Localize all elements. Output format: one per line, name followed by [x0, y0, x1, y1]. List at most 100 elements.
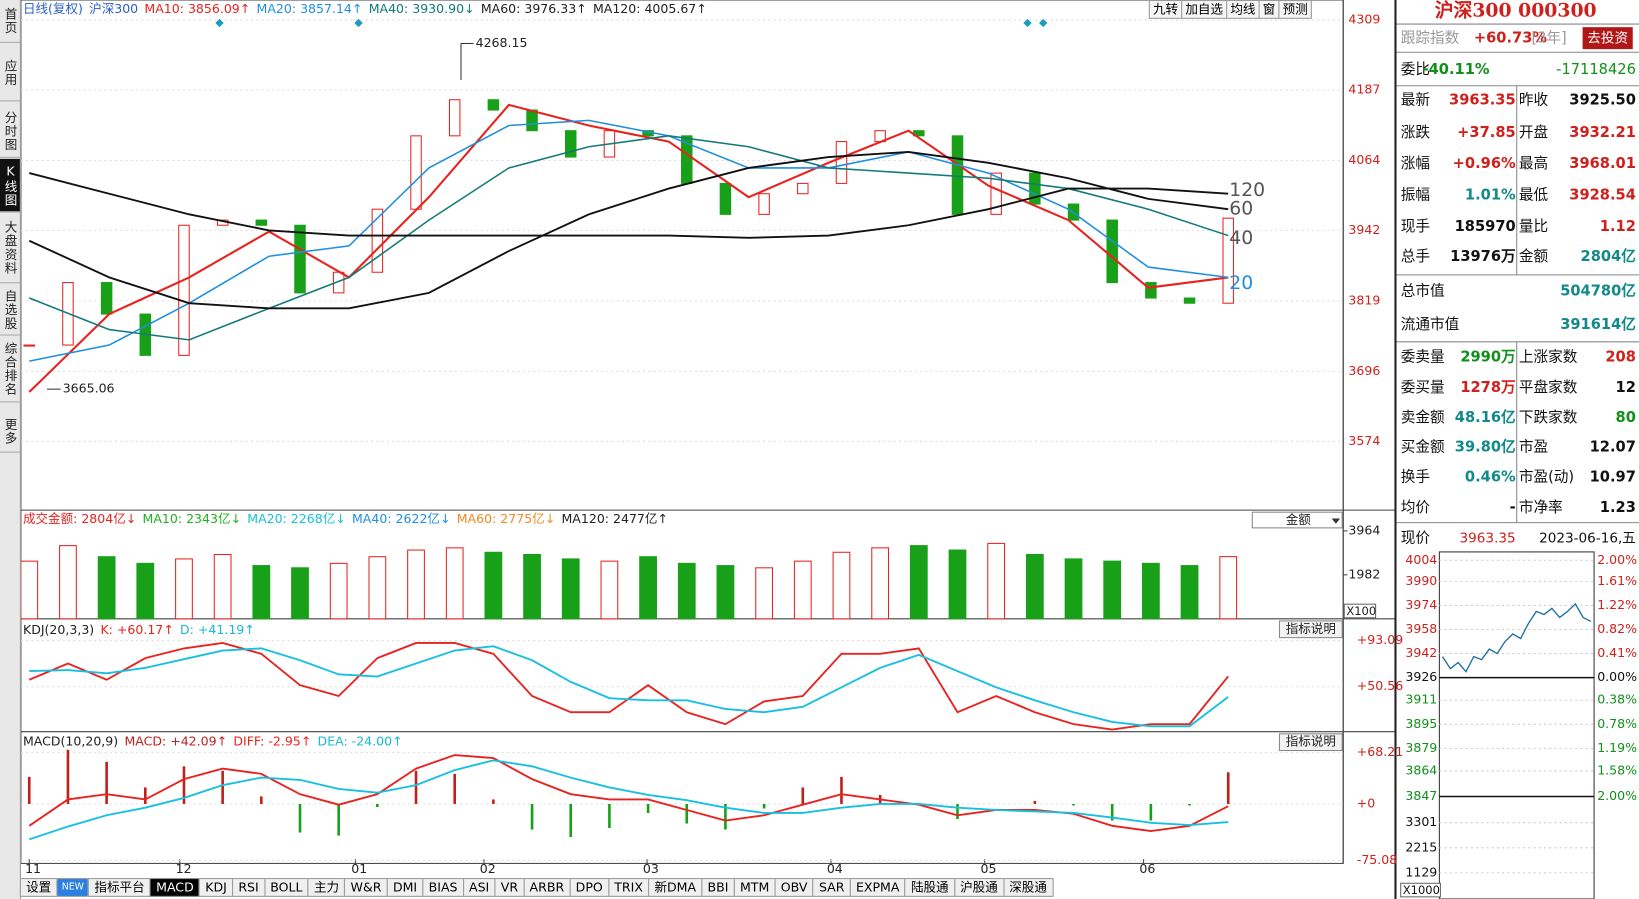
y-tick-label: +93.09 [1357, 632, 1403, 647]
invest-button-label: 去投资 [1587, 31, 1628, 47]
mini-y-label: 3864 [1405, 762, 1437, 777]
mini-y-label: 3911 [1405, 692, 1437, 707]
toolbar-button[interactable]: 均线 [1226, 0, 1260, 19]
volume-bar [1141, 562, 1160, 620]
mini-pct-label: 0.41% [1597, 645, 1637, 660]
indicator-help-button[interactable] [1278, 620, 1343, 639]
ma-end-label: 60 [1229, 199, 1253, 220]
quote-label: 买金额 [1401, 438, 1445, 455]
legend-item: MA20: 3857.14↑ [257, 1, 363, 16]
tab[interactable]: SAR [812, 878, 851, 897]
tab[interactable]: 设置 [19, 878, 58, 897]
volume-bar [1180, 565, 1199, 620]
tab[interactable]: 陆股通 [904, 878, 955, 897]
tab[interactable]: BBI [701, 878, 735, 897]
tab[interactable]: EXPMA [849, 878, 906, 897]
quote-value: 80 [1616, 409, 1636, 426]
volume-bar [252, 565, 271, 620]
tab[interactable]: OBV [774, 878, 814, 897]
candle [410, 135, 422, 210]
tab[interactable]: BIAS [422, 878, 464, 897]
quote-value: 1.23 [1600, 499, 1636, 516]
quote-value: - [1510, 499, 1516, 516]
tab[interactable]: MACD [149, 878, 201, 897]
price-date: 2023-06-16,五 [1539, 530, 1636, 546]
mini-y-label: 4004 [1405, 552, 1437, 567]
quote-label: 最低 [1519, 186, 1549, 203]
tab[interactable]: MTM [733, 878, 776, 897]
x-tick-label: 01 [351, 861, 367, 876]
quote-label: 总手 [1401, 248, 1430, 265]
sidebar-item[interactable]: 大盘资料 [0, 213, 20, 284]
tab[interactable]: 新DMA [648, 878, 703, 897]
volume-bar [832, 551, 851, 620]
quote-value: 2990万 [1460, 348, 1516, 365]
toolbar-button[interactable]: 九转 [1148, 0, 1183, 19]
toolbar-button[interactable]: 预测 [1278, 0, 1312, 19]
quote-label: 委卖量 [1401, 348, 1445, 365]
quote-label: 现手 [1401, 218, 1430, 235]
quote-label: 下跌家数 [1519, 409, 1578, 426]
quote-label: 委比 [1401, 61, 1430, 78]
d-line [29, 645, 1229, 728]
volume-bar [639, 556, 657, 620]
tab[interactable]: 指标平台 [88, 878, 151, 897]
sidebar-item[interactable]: 应用 [0, 46, 20, 102]
tab[interactable]: ASI [462, 878, 496, 897]
sidebar-item[interactable]: 分时图 [0, 105, 20, 158]
quote-label: 市净率 [1519, 499, 1563, 516]
quote-label: 涨幅 [1401, 155, 1430, 172]
tab[interactable]: ARBR [523, 878, 571, 897]
tab[interactable]: 主力 [307, 878, 346, 897]
ma-line [28, 103, 1229, 393]
quote-label: 均价 [1401, 499, 1431, 516]
y-tick-label: +0 [1357, 795, 1375, 810]
tab[interactable]: TRIX [607, 878, 650, 897]
tab[interactable]: BOLL [263, 878, 309, 897]
legend-item: MA10: 2343亿↓ [143, 511, 241, 526]
ma-line [29, 119, 1229, 362]
x-tick-label: 02 [480, 861, 496, 876]
sidebar-item[interactable]: K线图 [0, 158, 20, 213]
tab[interactable]: NEW [56, 878, 90, 897]
tab[interactable]: W&R [344, 878, 388, 897]
tab[interactable]: DPO [569, 878, 610, 897]
tab[interactable]: RSI [232, 878, 265, 897]
toolbar-button[interactable]: 加自选 [1181, 0, 1228, 19]
quote-label: 振幅 [1401, 186, 1430, 203]
low-annotation: 3665.06 [63, 381, 115, 396]
volume-bar [1219, 556, 1238, 620]
indicator-help-button[interactable] [1278, 733, 1343, 752]
sidebar-item[interactable]: 首页 [0, 0, 20, 43]
volume-bar [871, 547, 890, 620]
candle [1222, 217, 1234, 304]
invest-button[interactable] [1582, 27, 1633, 50]
candle [1183, 297, 1196, 304]
mini-pct-label: 0.00% [1597, 669, 1637, 684]
mini-pct-label: 1.58% [1597, 762, 1637, 777]
candle [448, 99, 461, 137]
quote-value: 39.80亿 [1455, 437, 1516, 455]
quote-value: 208 [1605, 348, 1636, 365]
legend-item: DIFF: -2.95↑ [233, 734, 311, 749]
sidebar-item[interactable]: 更多 [0, 412, 20, 453]
sidebar-item[interactable]: 综合排名 [0, 337, 20, 403]
toolbar-button[interactable]: 窗 [1258, 0, 1280, 19]
quote-value: 391614亿 [1560, 315, 1636, 333]
tab[interactable]: KDJ [198, 878, 234, 897]
y-tick-label: 4187 [1348, 81, 1380, 96]
candle [178, 224, 190, 356]
dropdown-arrow [1331, 518, 1341, 524]
ma-line [28, 150, 1229, 310]
tab[interactable]: 沪股通 [953, 878, 1005, 897]
quote-value: 1278万 [1460, 379, 1516, 396]
tab[interactable]: DMI [386, 878, 424, 897]
mini-pct-label: 2.00% [1597, 552, 1637, 567]
tab[interactable]: VR [494, 878, 525, 897]
sidebar-item[interactable]: 自选股 [0, 284, 20, 336]
tab[interactable]: 深股通 [1002, 878, 1054, 897]
track-value: +60.73% [1474, 30, 1548, 47]
dropdown[interactable] [1251, 511, 1343, 529]
